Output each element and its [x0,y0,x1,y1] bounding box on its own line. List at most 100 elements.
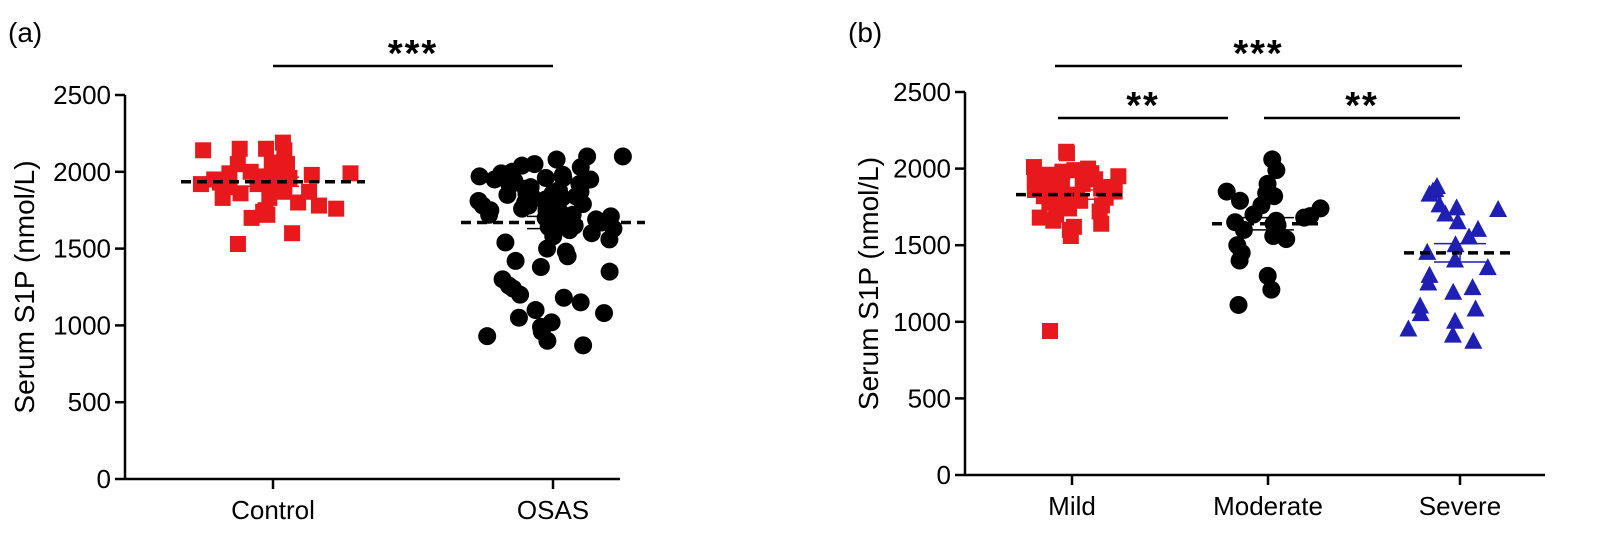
series-control [181,134,365,252]
data-point [1217,182,1236,201]
data-point [1231,191,1250,210]
panel-label: (b) [848,17,882,48]
data-point [1464,331,1483,349]
data-point [342,165,359,182]
data-point [1265,187,1284,206]
series-osas [461,147,645,355]
data-point [498,185,517,204]
series-severe [1399,176,1516,349]
data-point [480,205,499,224]
y-tick-label: 2500 [53,80,111,110]
x-tick-label: Control [231,495,315,525]
data-point [303,166,320,183]
data-point [1447,198,1466,216]
data-point [509,308,528,327]
data-point [1444,282,1463,300]
data-point [1436,204,1455,222]
data-point [554,288,573,307]
data-point [470,167,489,186]
data-point [1230,251,1249,270]
data-point [258,140,275,157]
data-point [571,293,590,312]
data-point [571,158,590,177]
data-point [485,170,504,189]
data-point [1258,266,1277,285]
data-point [1411,296,1430,314]
data-point [560,221,579,240]
series-mild [1016,143,1128,339]
data-point [1463,278,1482,296]
data-point [214,189,231,206]
data-point [511,285,530,304]
x-tick-label: Moderate [1213,491,1323,521]
data-point [1460,227,1479,245]
panel-label: (a) [8,17,42,48]
data-point [195,142,212,159]
x-tick-label: Severe [1419,491,1501,521]
data-point [513,199,532,218]
data-point [1061,200,1078,217]
data-point [1267,161,1286,180]
data-point [1045,212,1062,229]
data-point [526,301,545,320]
data-point [276,183,293,200]
data-point [310,197,327,214]
data-point [1091,203,1108,220]
data-point [1262,280,1281,299]
data-point [290,194,307,211]
x-tick-label: Mild [1048,491,1096,521]
data-point [1244,205,1263,224]
data-point [261,189,278,206]
data-point [582,224,601,243]
data-point [1066,162,1083,179]
data-point [536,168,555,187]
y-tick-label: 1000 [53,310,111,340]
y-tick-label: 1500 [53,234,111,264]
data-point [1419,273,1438,291]
data-point [1446,311,1465,329]
data-point [1025,159,1042,176]
data-point [1042,322,1059,339]
y-axis-label: Serum S1P (nmol/L) [853,157,884,410]
panel-b: (b) Serum S1P (nmol/L) 0 500 1000 1500 2000 250… [848,17,1545,521]
data-point [1443,325,1462,343]
data-point [496,233,515,252]
y-axis-label: Serum S1P (nmol/L) [9,160,40,413]
y-tick-label: 2000 [53,157,111,187]
y-tick-label: 2500 [893,77,951,107]
data-point [229,235,246,252]
y-tick-label: 1000 [893,307,951,337]
data-point [328,200,345,217]
data-point [558,247,577,266]
data-point [1058,145,1075,162]
data-point [613,147,632,166]
data-point [1420,265,1439,283]
data-point [1277,230,1296,249]
data-point [1478,258,1497,276]
significance-stars: *** [1233,33,1283,75]
y-tick-label: 1500 [893,230,951,260]
y-tick-label: 2000 [893,154,951,184]
data-point [595,304,614,323]
data-point [531,258,550,277]
data-point [600,262,619,281]
data-point [1469,219,1488,237]
data-point [1446,250,1465,268]
data-point [600,230,619,249]
data-point [1448,212,1467,230]
data-point [242,163,259,180]
data-point [231,140,248,157]
data-point [284,225,301,242]
data-point [243,209,260,226]
panel-a: (a) Serum S1P (nmol/L) 0 500 1000 1500 2000 250… [8,17,645,525]
y-tick-label: 500 [68,387,111,417]
data-point [1229,295,1248,314]
significance-stars: ** [1345,85,1379,127]
series-moderate [1212,150,1330,314]
y-tick-label: 0 [97,464,111,494]
data-point [538,239,557,258]
data-point [1420,184,1439,202]
data-point [1399,319,1418,337]
data-point [1466,299,1485,317]
data-point [1411,304,1430,322]
